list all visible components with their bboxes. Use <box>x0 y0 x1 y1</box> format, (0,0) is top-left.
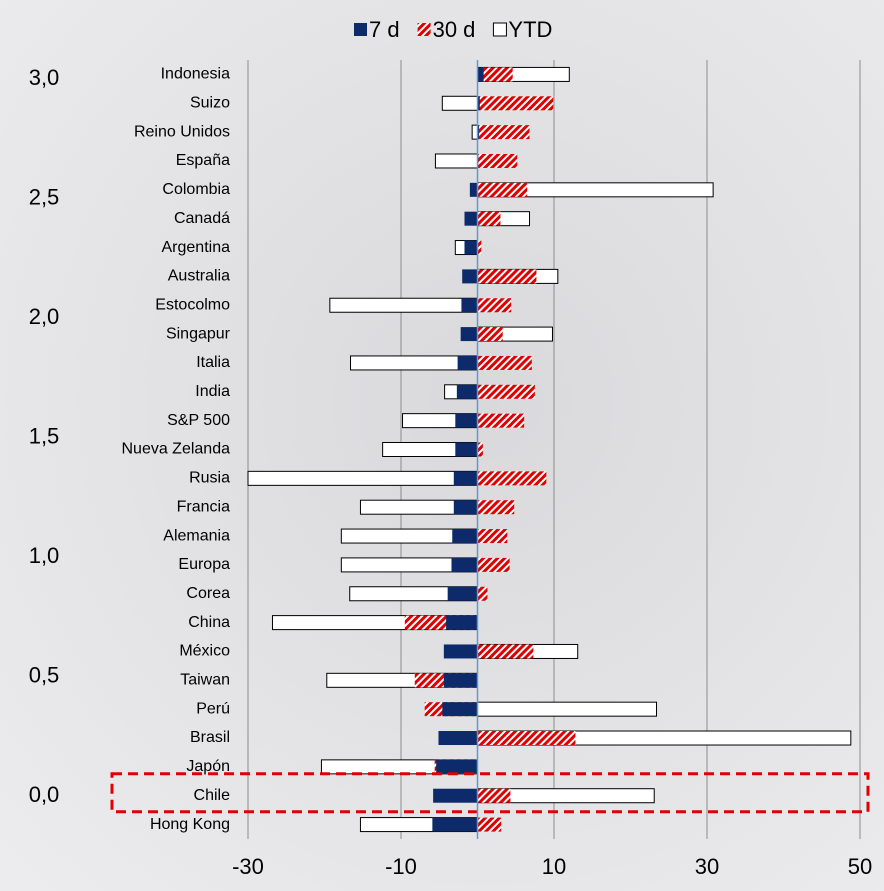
bar <box>444 644 478 658</box>
y-tick-label: China <box>188 614 230 631</box>
bar <box>462 269 477 283</box>
bar <box>432 818 477 832</box>
bar <box>457 385 478 399</box>
bar <box>438 731 477 745</box>
x-tick-label: 30 <box>695 854 719 879</box>
y-tick-label: Brasil <box>190 729 230 746</box>
bar <box>478 298 512 312</box>
y2-tick-label: 0,0 <box>29 782 60 807</box>
bar <box>458 356 478 370</box>
bar <box>442 702 477 716</box>
bar <box>478 385 535 399</box>
bar <box>461 327 478 341</box>
legend: 7 d 30 d YTD <box>354 17 552 42</box>
bar <box>478 67 484 81</box>
bar <box>478 587 488 601</box>
bar <box>451 558 477 572</box>
x-tick-label: -10 <box>385 854 417 879</box>
y-tick-label: India <box>195 383 230 400</box>
legend-label: YTD <box>508 17 552 42</box>
y-tick-label: Argentina <box>162 239 231 256</box>
chart: 7 d 30 d YTD -30 -10 10 30 50 0,0 0,5 1,0 1,5 2,0 2,… <box>0 0 884 891</box>
bar <box>478 789 511 803</box>
y-tick-label: Colombia <box>162 181 230 198</box>
bar <box>478 702 657 716</box>
bar <box>452 529 477 543</box>
bar <box>435 154 477 168</box>
bar <box>478 212 501 226</box>
y-tick-label: Europa <box>178 556 230 573</box>
y2-tick-label: 1,0 <box>29 543 60 568</box>
bar <box>478 96 554 110</box>
bar <box>455 414 477 428</box>
bar <box>444 673 478 687</box>
y2-tick-label: 3,0 <box>29 65 60 90</box>
bar <box>478 125 530 139</box>
y-tick-label: Taiwan <box>180 672 230 689</box>
y2-tick-label: 1,5 <box>29 423 60 448</box>
bar <box>436 760 477 774</box>
y-tick-label: S&P 500 <box>167 412 230 429</box>
bar <box>330 298 478 312</box>
y-tick-label: Francia <box>177 498 230 515</box>
bar <box>478 818 502 832</box>
bar <box>455 443 477 457</box>
bar <box>478 183 528 197</box>
page: 7 d 30 d YTD -30 -10 10 30 50 0,0 0,5 1,0 1,5 2,0 2,… <box>0 0 884 891</box>
bar <box>442 96 477 110</box>
bar <box>478 471 547 485</box>
bar <box>472 125 477 139</box>
bar <box>478 414 525 428</box>
y2-tick-label: 0,5 <box>29 662 60 687</box>
bar <box>464 241 477 255</box>
y2-tick-label: 2,5 <box>29 184 60 209</box>
legend-swatch <box>493 23 506 36</box>
y-tick-label: Rusia <box>189 470 230 487</box>
y-tick-label: Reino Unidos <box>134 123 230 140</box>
y-tick-label: Canadá <box>174 210 230 227</box>
y-tick-label: España <box>176 152 230 169</box>
bar <box>248 471 478 485</box>
y-tick-label: Nueva Zelanda <box>121 441 230 458</box>
y-tick-label: Singapur <box>166 325 231 342</box>
bar <box>433 789 477 803</box>
bar <box>446 616 477 630</box>
legend-swatch <box>354 23 367 36</box>
legend-label: 7 d <box>369 17 400 42</box>
x-tick-label: -30 <box>232 854 264 879</box>
bar <box>478 356 532 370</box>
bar <box>470 183 478 197</box>
bar <box>478 558 510 572</box>
bar <box>478 529 508 543</box>
bar <box>478 644 534 658</box>
y-tick-label: Indonesia <box>161 66 230 83</box>
y-tick-label: Estocolmo <box>155 296 230 313</box>
bar <box>478 443 483 457</box>
bar <box>478 500 515 514</box>
x-tick-label: 50 <box>848 854 872 879</box>
y2-tick-label: 2,0 <box>29 304 60 329</box>
legend-swatch <box>418 23 431 36</box>
y-tick-label: Corea <box>186 585 230 602</box>
y-tick-label: México <box>179 643 230 660</box>
y-tick-label: Chile <box>194 787 231 804</box>
y-tick-label: Australia <box>168 268 230 285</box>
bar <box>478 269 537 283</box>
y-tick-label: Perú <box>196 700 230 717</box>
bar <box>461 298 477 312</box>
bar <box>478 154 518 168</box>
y-tick-label: Suizo <box>190 94 230 111</box>
bar <box>478 731 576 745</box>
y-tick-label: Alemania <box>163 527 230 544</box>
legend-label: 30 d <box>433 17 476 42</box>
x-tick-label: 10 <box>542 854 566 879</box>
bar <box>464 212 477 226</box>
bar <box>454 500 478 514</box>
bar <box>454 471 478 485</box>
y-tick-label: Italia <box>196 354 230 371</box>
y-tick-label: Hong Kong <box>150 816 230 833</box>
bar <box>478 327 503 341</box>
bar <box>448 587 478 601</box>
